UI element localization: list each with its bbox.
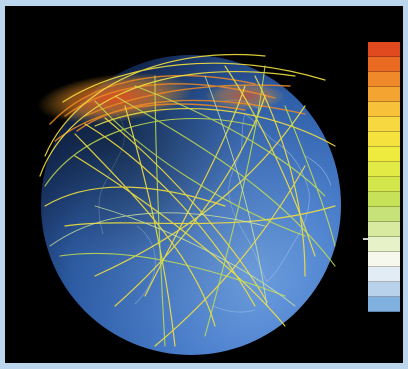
legend-swatch (368, 132, 400, 147)
legend-swatch (368, 282, 400, 297)
legend-swatch (368, 252, 400, 267)
legend-swatch (368, 102, 400, 117)
globe-visualization (37, 53, 341, 355)
legend-swatch (368, 117, 400, 132)
legend-swatch (368, 267, 400, 282)
legend-swatch (368, 57, 400, 72)
legend-swatch (368, 162, 400, 177)
legend-swatch (368, 147, 400, 162)
legend-swatch (368, 297, 400, 312)
legend-swatches (368, 42, 402, 312)
legend-swatch (368, 222, 400, 237)
color-scale-legend (368, 28, 402, 312)
legend-swatch (368, 87, 400, 102)
legend-swatch (368, 207, 400, 222)
legend-swatch (368, 192, 400, 207)
legend-swatch (368, 177, 400, 192)
legend-tick (363, 238, 368, 240)
traffic-hotspot-secondary (205, 82, 285, 110)
legend-swatch (368, 237, 400, 252)
legend-swatch (368, 72, 400, 87)
traffic-arcs (39, 53, 336, 347)
image-frame (5, 6, 403, 363)
legend-header (368, 28, 402, 42)
legend-swatch (368, 42, 400, 57)
